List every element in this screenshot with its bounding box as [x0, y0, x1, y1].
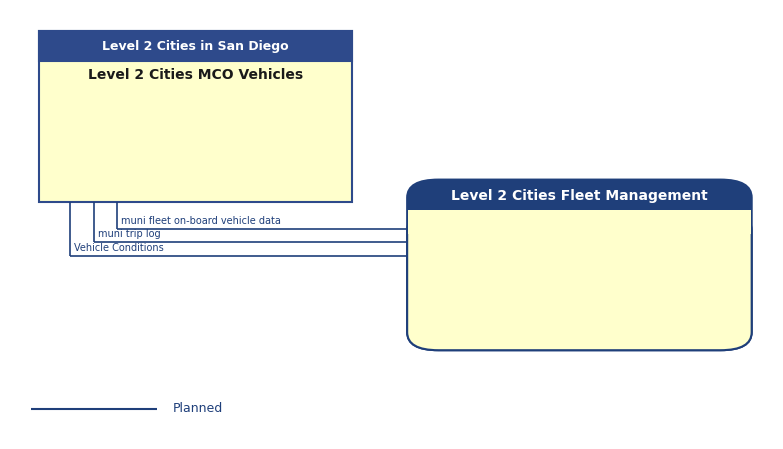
Text: Level 2 Cities Fleet Management: Level 2 Cities Fleet Management — [451, 189, 708, 203]
FancyBboxPatch shape — [407, 212, 752, 350]
Bar — [39, 31, 352, 202]
Text: Vehicle Conditions: Vehicle Conditions — [74, 243, 164, 253]
Text: muni fleet on-board vehicle data: muni fleet on-board vehicle data — [121, 216, 281, 226]
Bar — [408, 210, 751, 233]
Text: muni trip log: muni trip log — [98, 229, 161, 239]
FancyBboxPatch shape — [407, 180, 752, 350]
Bar — [39, 31, 352, 62]
Text: Level 2 Cities MCO Vehicles: Level 2 Cities MCO Vehicles — [88, 68, 303, 82]
Text: Planned: Planned — [172, 402, 222, 415]
Text: Level 2 Cities in San Diego: Level 2 Cities in San Diego — [103, 40, 289, 53]
